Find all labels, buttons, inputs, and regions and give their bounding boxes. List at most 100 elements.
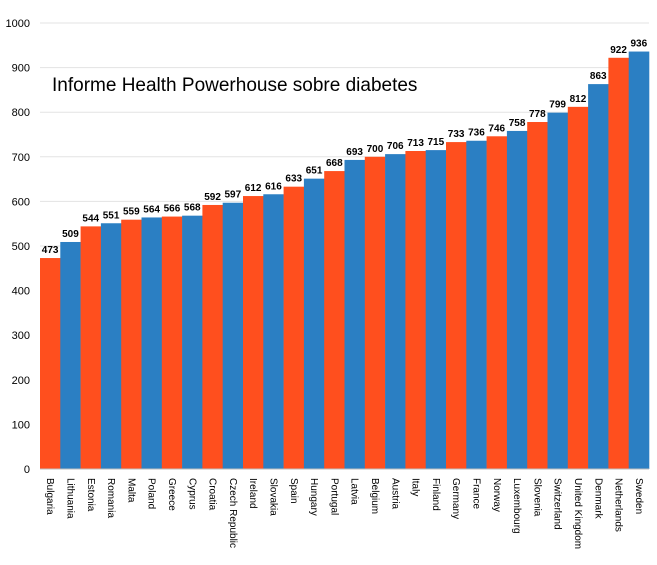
bar-united-kingdom bbox=[567, 106, 589, 470]
bar-czech-republic bbox=[222, 202, 244, 469]
x-category-label: Switzerland bbox=[552, 478, 563, 530]
x-category-label: Denmark bbox=[592, 478, 603, 520]
data-label: 746 bbox=[488, 123, 505, 134]
data-label: 651 bbox=[306, 166, 323, 177]
bar-france bbox=[466, 140, 487, 469]
bar-slovakia bbox=[263, 194, 284, 469]
y-tick-label: 1000 bbox=[6, 18, 30, 30]
data-label: 700 bbox=[367, 144, 384, 155]
bar-hungary bbox=[303, 178, 325, 470]
x-category-label: Finland bbox=[430, 478, 441, 511]
x-category-label: Spain bbox=[288, 478, 299, 504]
x-category-label: Italy bbox=[410, 478, 421, 496]
x-category-label: Luxembourg bbox=[511, 478, 522, 534]
bar-luxembourg bbox=[506, 130, 528, 469]
x-category-label: Cyprus bbox=[186, 478, 197, 510]
bar-netherlands bbox=[608, 57, 629, 470]
data-label: 922 bbox=[610, 45, 627, 56]
bar-belgium bbox=[364, 156, 386, 470]
bar-estonia bbox=[80, 226, 102, 469]
data-label: 544 bbox=[82, 213, 99, 224]
data-label: 564 bbox=[143, 204, 160, 215]
y-tick-label: 200 bbox=[12, 375, 30, 387]
x-category-label: Belgium bbox=[369, 478, 380, 514]
x-category-label: Czech Republic bbox=[227, 478, 238, 548]
bar-finland bbox=[425, 150, 447, 470]
bar-norway bbox=[486, 136, 508, 469]
x-category-label: Portugal bbox=[328, 478, 339, 515]
bar-lithuania bbox=[60, 241, 81, 469]
data-label: 551 bbox=[103, 210, 120, 221]
x-category-label: Slovakia bbox=[267, 478, 278, 516]
data-label: 566 bbox=[164, 204, 181, 215]
data-label: 633 bbox=[285, 174, 302, 185]
bar-switzerland bbox=[547, 112, 569, 469]
data-label: 693 bbox=[346, 147, 363, 158]
x-category-label: France bbox=[470, 478, 481, 510]
bar-ireland bbox=[243, 196, 264, 469]
bar-malta bbox=[121, 219, 142, 469]
data-label: 736 bbox=[468, 128, 485, 139]
bar-romania bbox=[100, 223, 122, 469]
y-tick-label: 800 bbox=[12, 107, 30, 119]
bar-cyprus bbox=[182, 215, 203, 469]
x-category-label: Latvia bbox=[349, 478, 360, 505]
chart-title: Informe Health Powerhouse sobre diabetes bbox=[52, 75, 417, 96]
y-tick-label: 0 bbox=[24, 464, 30, 476]
y-tick-label: 400 bbox=[12, 286, 30, 298]
data-label: 568 bbox=[184, 203, 201, 214]
bars bbox=[40, 51, 650, 470]
bar-sweden bbox=[628, 51, 650, 469]
bar-portugal bbox=[324, 171, 345, 469]
x-category-label: Estonia bbox=[85, 478, 96, 512]
bar-poland bbox=[141, 217, 163, 469]
x-category-label: Romania bbox=[105, 478, 116, 518]
data-label: 668 bbox=[326, 158, 343, 169]
bar-croatia bbox=[202, 204, 223, 469]
x-category-label: Austria bbox=[389, 478, 400, 510]
data-label: 612 bbox=[245, 183, 262, 194]
x-category-label: Greece bbox=[166, 478, 177, 511]
data-label: 616 bbox=[265, 181, 282, 192]
data-label: 715 bbox=[428, 137, 445, 148]
data-label: 812 bbox=[570, 94, 587, 105]
bar-latvia bbox=[344, 159, 366, 469]
bar-slovenia bbox=[527, 122, 548, 470]
y-axis-ticks: 0 100 200 300 400 500 600 700 800 900 1000 bbox=[6, 18, 30, 476]
y-tick-label: 300 bbox=[12, 330, 30, 342]
data-label: 936 bbox=[631, 39, 648, 50]
data-label: 733 bbox=[448, 129, 465, 140]
bar-denmark bbox=[588, 84, 609, 470]
data-label: 559 bbox=[123, 207, 140, 218]
x-category-label: Bulgaria bbox=[44, 478, 55, 515]
data-label: 778 bbox=[529, 109, 546, 120]
bar-austria bbox=[385, 154, 406, 469]
x-category-label: Lithuania bbox=[64, 478, 75, 519]
x-category-label: Germany bbox=[450, 478, 461, 519]
x-category-label: Netherlands bbox=[613, 478, 624, 532]
data-label: 509 bbox=[62, 229, 79, 240]
data-label: 592 bbox=[204, 192, 221, 203]
y-tick-label: 700 bbox=[12, 152, 30, 164]
data-label: 706 bbox=[387, 141, 404, 152]
bar-bulgaria bbox=[40, 258, 61, 469]
x-category-label: Sweden bbox=[633, 478, 644, 514]
data-label: 597 bbox=[225, 190, 242, 201]
data-label: 758 bbox=[509, 118, 526, 129]
y-tick-label: 500 bbox=[12, 241, 30, 253]
data-label: 799 bbox=[549, 100, 566, 111]
x-category-label: Ireland bbox=[247, 478, 258, 509]
data-label: 713 bbox=[407, 138, 424, 149]
y-tick-label: 600 bbox=[12, 196, 30, 208]
bar-greece bbox=[161, 216, 183, 469]
x-category-label: Norway bbox=[491, 478, 502, 512]
x-category-label: Poland bbox=[146, 478, 157, 509]
bar-italy bbox=[405, 151, 426, 469]
x-axis-categories: Bulgaria Lithuania Estonia Romania Malta Pola… bbox=[44, 478, 644, 549]
data-label: 863 bbox=[590, 71, 607, 82]
bar-spain bbox=[283, 186, 305, 469]
y-tick-label: 900 bbox=[12, 63, 30, 75]
x-category-label: Croatia bbox=[207, 478, 218, 511]
